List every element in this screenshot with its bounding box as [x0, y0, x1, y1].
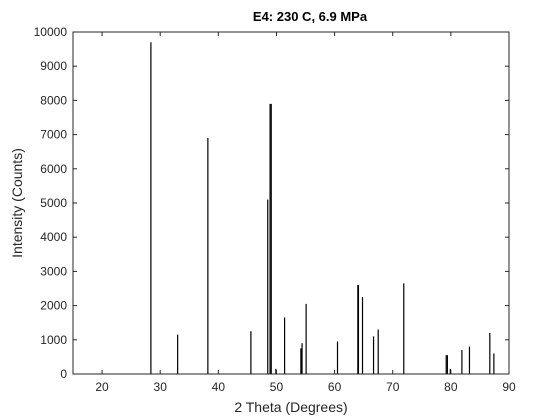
x-tick-label: 80 [444, 380, 458, 394]
x-tick-label: 40 [212, 380, 226, 394]
x-tick-label: 70 [386, 380, 400, 394]
y-tick-label: 0 [60, 367, 67, 381]
x-axis-label: 2 Theta (Degrees) [234, 399, 347, 415]
x-tick-label: 20 [95, 380, 109, 394]
x-tick-label: 60 [328, 380, 342, 394]
plot-frame [72, 31, 510, 375]
x-axis-ticks: 20 30 40 50 60 70 80 90 [95, 32, 516, 394]
y-tick-label: 3000 [40, 264, 67, 278]
plot-area [73, 32, 509, 374]
y-tick-label: 2000 [40, 299, 67, 313]
bar-series [150, 42, 495, 374]
y-axis-ticks: 0 1000 2000 3000 4000 5000 6000 7000 8000 9000 100… [34, 25, 509, 381]
y-tick-label: 4000 [40, 230, 67, 244]
y-tick-label: 5000 [40, 196, 67, 210]
y-tick-label: 7000 [40, 128, 67, 142]
y-tick-label: 9000 [40, 59, 67, 73]
y-tick-label: 1000 [40, 333, 67, 347]
y-axis-label: Intensity (Counts) [9, 148, 25, 258]
y-tick-label: 10000 [34, 25, 68, 39]
y-tick-label: 8000 [40, 93, 67, 107]
x-tick-label: 50 [270, 380, 284, 394]
x-tick-label: 30 [154, 380, 168, 394]
x-tick-label: 90 [502, 380, 516, 394]
chart-title: E4: 230 C, 6.9 MPa [253, 9, 368, 24]
y-tick-label: 6000 [40, 162, 67, 176]
